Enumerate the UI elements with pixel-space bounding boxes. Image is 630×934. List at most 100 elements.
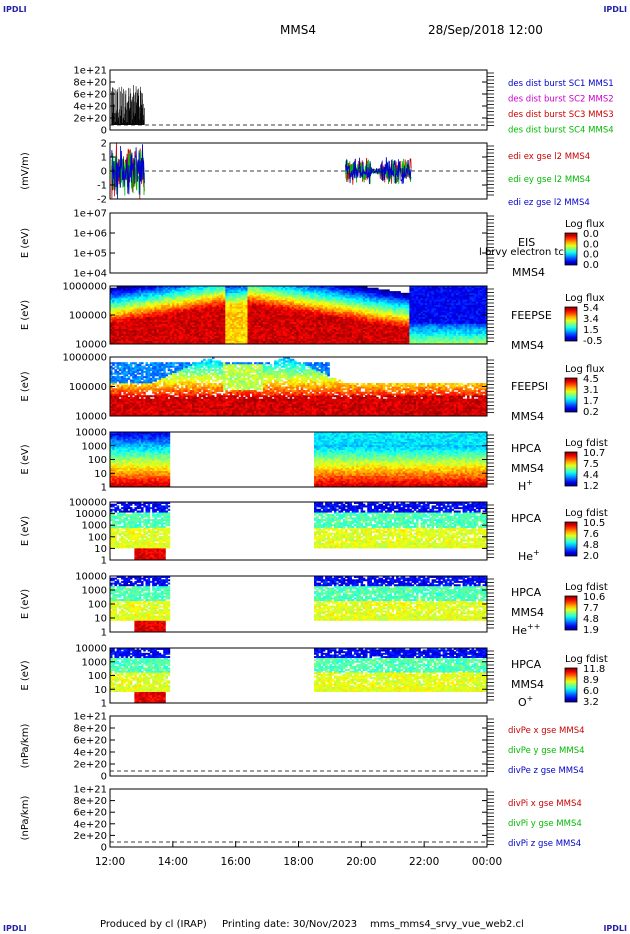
y-tick-label: 2e+20 [73,760,107,771]
panel-hpca_o: 10000 1000 100 10 1 E (eV) HPCA MMS4 O+ Log fdist… [20,644,608,710]
legend-entry: divPe z gse MMS4 [508,766,584,776]
spacecraft-label: MMS4 [511,339,544,352]
species-label: He+ [518,548,540,563]
colorbar-tick-label: 0.0 [583,260,599,271]
y-tick-label: 10 [94,544,107,555]
spacecraft-label: MMS4 [511,462,544,475]
x-tick-label: 00:00 [472,856,502,868]
footer-produced: Produced by cl (IRAP) [100,919,207,930]
legend-entry: divPe x gse MMS4 [508,726,585,736]
legend-entry: divPe y gse MMS4 [508,746,585,756]
colorbar-tick-label: 1.2 [583,481,599,492]
colorbar-title: Log fdist [565,508,608,519]
y-tick-label: 8e+20 [73,724,107,735]
colorbar-tick-label: 7.6 [583,529,599,540]
panel-frame-divpi [109,788,488,848]
panel-feepsi: 1000000 100000 10000 E (eV) FEEPSI MMS4 Log fl… [20,353,605,424]
y-tick-label: 10 [94,685,107,696]
datetime-title: 28/Sep/2018 12:00 [428,23,543,37]
y-tick-label: 100 [88,532,107,543]
colorbar-tick-label: 10.5 [583,518,605,529]
y-tick-label: 4e+20 [73,819,107,830]
y-tick-label: 1 [101,556,107,567]
y-tick-label: 10000 [75,644,107,655]
y-tick-label: 100000 [69,311,107,322]
colorbar [564,306,578,342]
corner-label-top-left: IPDLI [3,5,27,14]
colorbar-tick-label: 3.2 [583,697,599,708]
panel-frame-dist [109,69,488,131]
y-tick-label: 10000 [75,572,107,583]
panel-frame-divpe [109,715,488,777]
y-tick-label: 1 [101,153,107,164]
spacecraft-title: MMS4 [280,23,316,37]
y-tick-label: 8e+20 [73,78,107,89]
y-tick-label: 4e+20 [73,102,107,113]
colorbar [564,595,578,631]
y-tick-label: 100 [88,600,107,611]
legend-entry: edi ex gse l2 MMS4 [508,152,590,162]
spectrogram-hpca_he1 [110,502,488,561]
y-tick-label: 1000000 [62,282,107,293]
y-tick-label: 1 [101,699,107,710]
panel-frame-eis [109,212,488,274]
colorbar-title: Log fdist [565,438,608,449]
legend-entry: edi ey gse l2 MMS4 [508,175,590,185]
x-tick-label: 14:00 [158,856,188,868]
colorbar-tick-label: 10.6 [583,592,605,603]
legend-entry: des dist burst SC3 MMS3 [508,110,614,120]
y-tick-label: 6e+20 [73,808,107,819]
colorbar-tick-label: 4.4 [583,470,599,481]
footer-filename: mms_mms4_srvy_vue_web2.cl [370,919,524,930]
y-tick-label: 1000 [82,657,107,668]
colorbar-title: Log flux [565,219,605,230]
colorbar-tick-label: 3.4 [583,314,599,325]
y-tick-label: 1e+21 [73,712,107,723]
corner-label-bottom-left: IPDLI [3,924,27,933]
colorbar-tick-label: 11.8 [583,664,605,675]
colorbar-tick-label: 4.8 [583,540,599,551]
corner-label-top-right: IPDLI [603,5,627,14]
colorbar-title: Log flux [565,293,605,304]
colorbar-title: Log flux [565,364,605,375]
x-tick-label: 22:00 [409,856,439,868]
y-tick-label: 1e+04 [73,269,107,280]
y-axis-label: E (eV) [20,444,31,474]
y-tick-label: 10000 [75,509,107,520]
y-tick-label: -1 [97,181,107,192]
spectrogram-hpca_he2 [110,576,488,633]
colorbar-tick-label: 1.7 [583,396,599,407]
y-tick-label: 2 [101,139,107,150]
y-tick-label: 10000 [75,412,107,423]
panel-eis: 1e+07 1e+06 1e+05 1e+04 E (eV) EIS MMS4 l brvy … [20,209,605,280]
spacecraft-label: MMS4 [511,678,544,691]
y-tick-label: 6e+20 [73,736,107,747]
instrument-label: FEEPSE [511,309,552,322]
y-tick-label: 10000 [75,428,107,439]
y-axis-label: E (eV) [20,589,31,619]
x-tick-label: 12:00 [95,856,125,868]
colorbar-tick-label: 0.0 [583,239,599,250]
instrument-label: EIS [518,236,535,249]
x-tick-label: 16:00 [221,856,251,868]
y-tick-label: 1000 [82,521,107,532]
y-axis-label: (mV/m) [20,152,31,190]
y-axis-label: E (eV) [20,300,31,330]
y-axis-label: E (eV) [20,371,31,401]
y-tick-label: 4e+20 [73,748,107,759]
colorbar [564,451,578,487]
colorbar-tick-label: 6.0 [583,686,599,697]
colorbar [564,667,578,703]
colorbar [564,521,578,557]
colorbar-tick-label: 5.4 [583,303,599,314]
legend-entry: des dist burst SC2 MMS2 [508,95,614,105]
y-tick-label: 2e+20 [73,114,107,125]
y-tick-label: 1000000 [62,353,107,364]
legend-entry: des dist burst SC4 MMS4 [508,126,614,136]
x-tick-label: 18:00 [283,856,313,868]
y-tick-label: 100000 [69,498,107,509]
legend-entry: divPi z gse MMS4 [508,839,581,849]
edi-series-2 [345,157,412,185]
